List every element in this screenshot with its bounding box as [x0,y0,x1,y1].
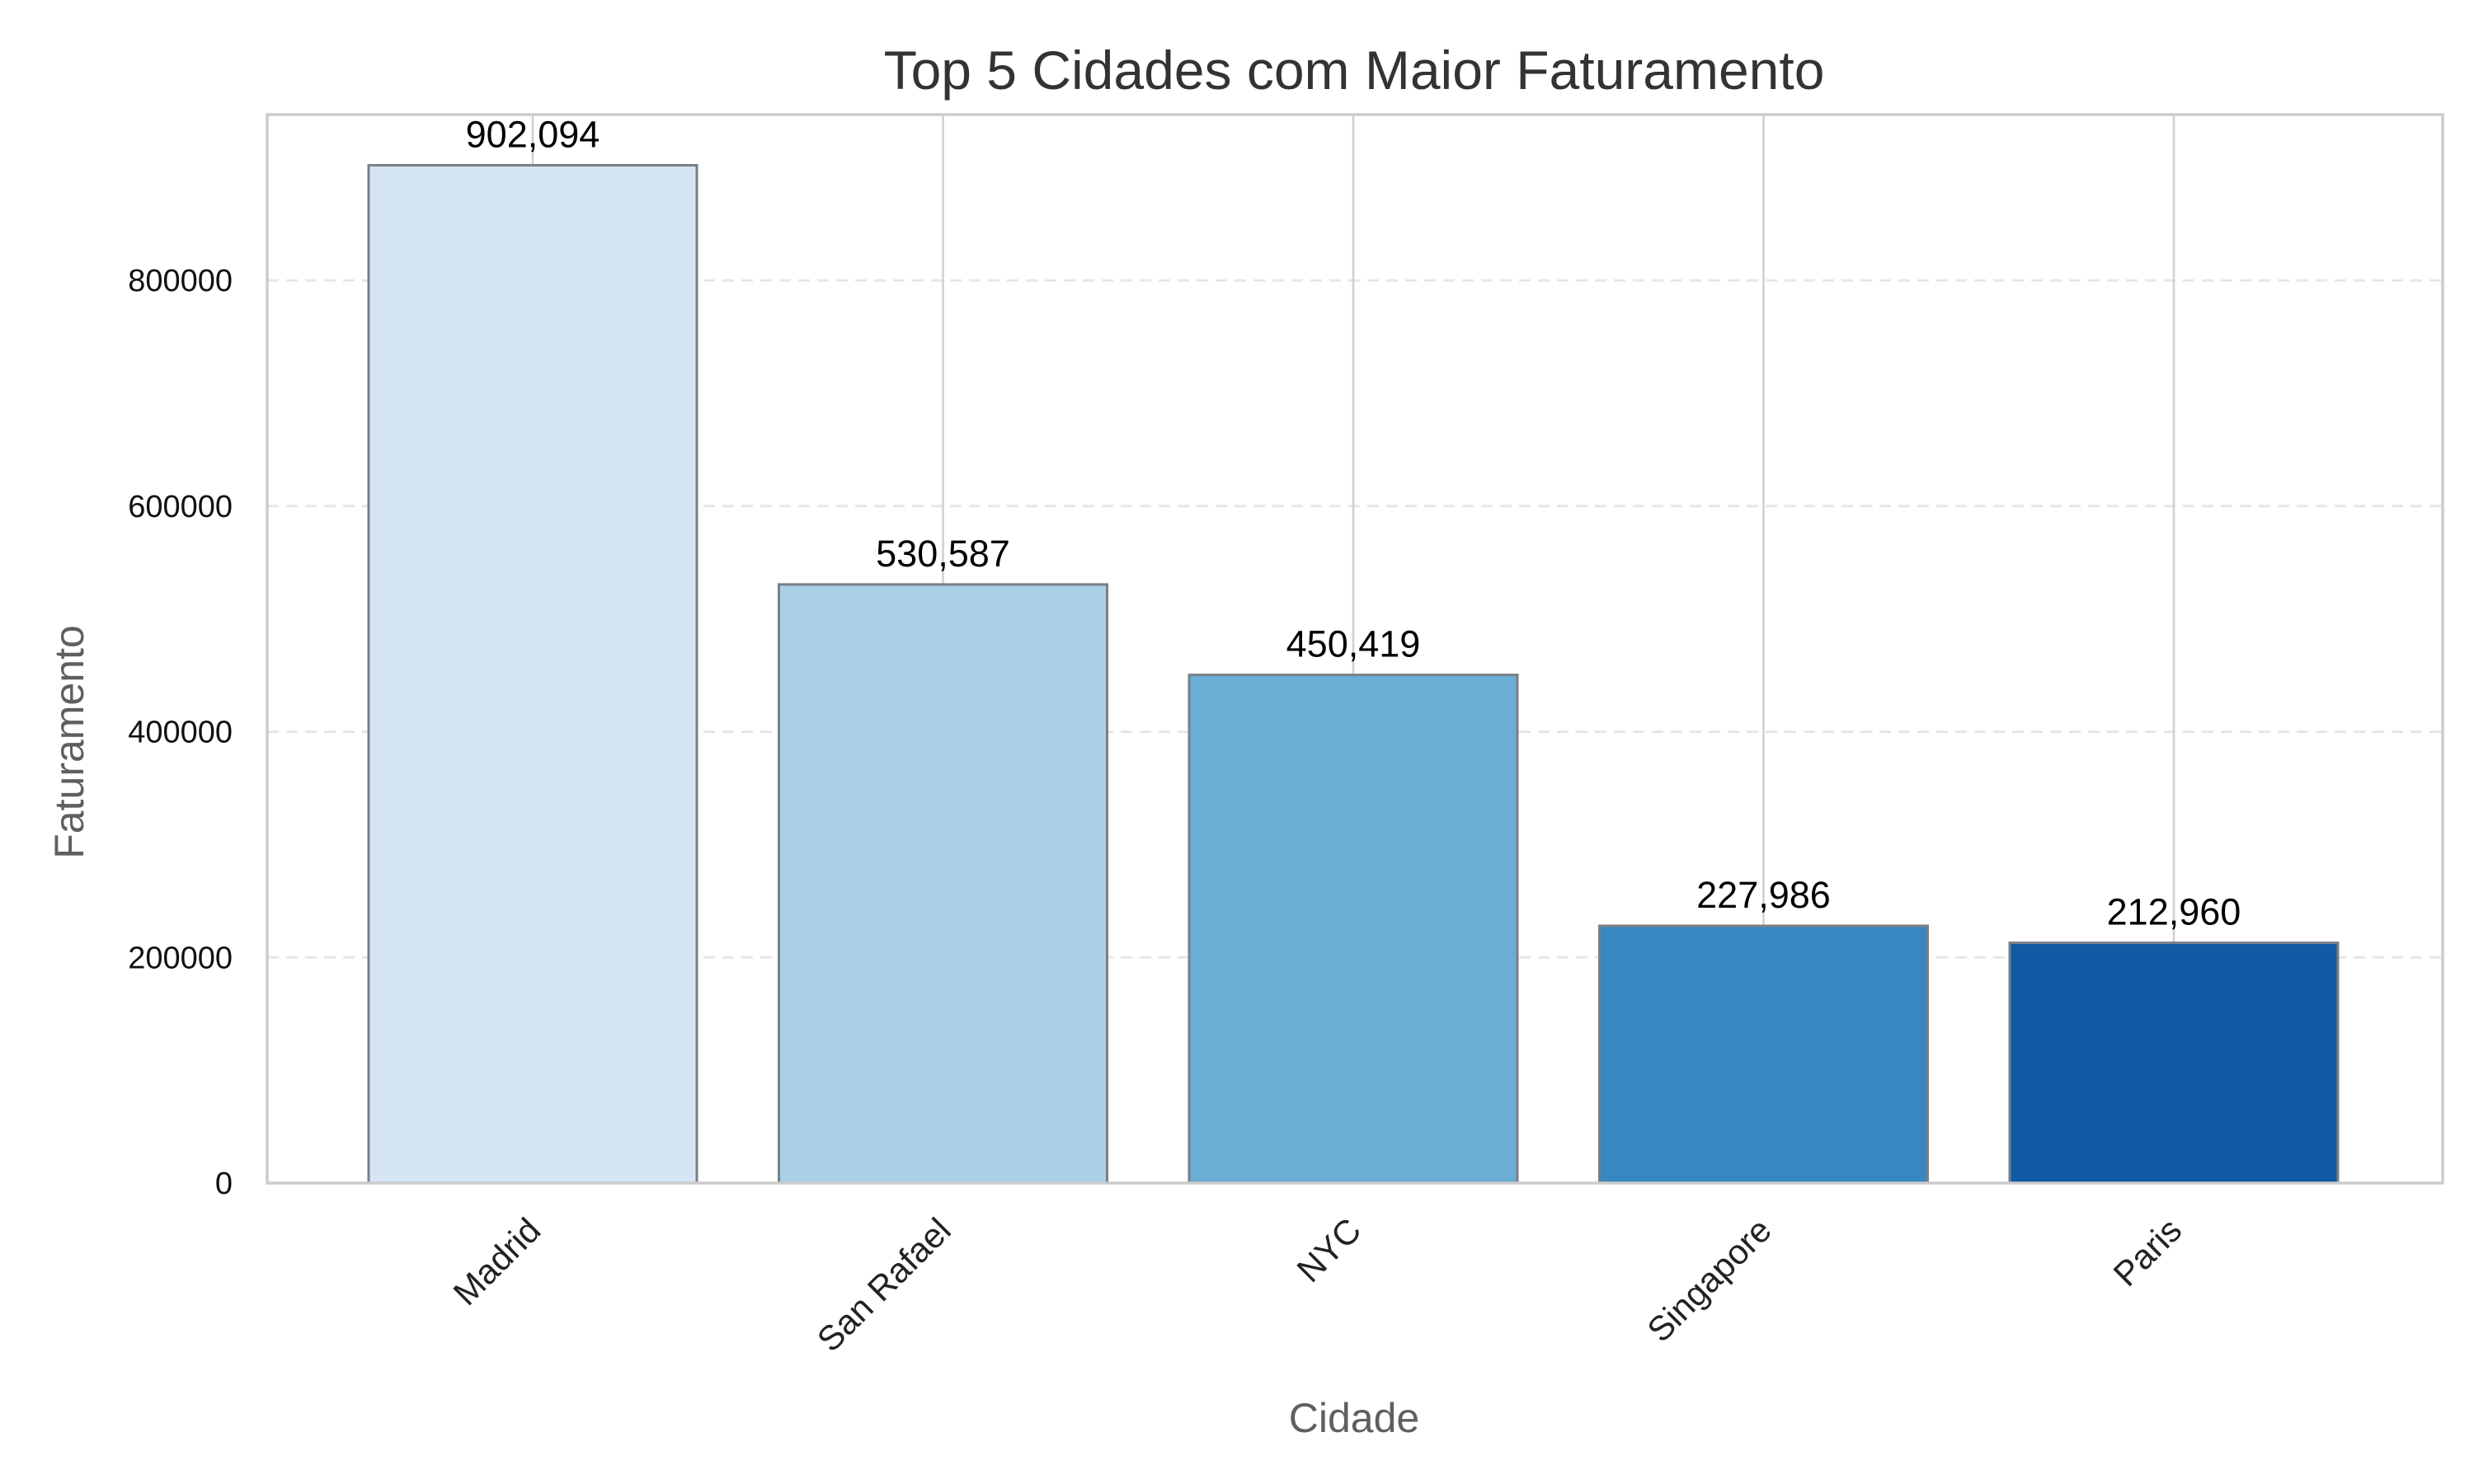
bar-nyc [1188,674,1519,1185]
bar-value-label: 902,094 [466,113,600,155]
x-tick-label: Singapore [1639,1210,1779,1350]
y-tick-label: 0 [215,1167,233,1201]
x-tick-label: San Rafael [810,1210,958,1359]
x-axis-label: Cidade [1289,1395,1419,1441]
y-axis-label: Faturamento [46,625,92,858]
x-tick-label: NYC [1289,1210,1368,1289]
plot-frame [266,113,2444,1185]
bar-value-label: 227,986 [1696,874,1831,916]
bar-madrid [367,163,698,1185]
y-tick-label: 400000 [128,716,233,750]
y-tick-label: 800000 [128,264,233,298]
bar-layer [367,163,2340,1185]
chart-title: Top 5 Cidades com Maior Faturamento [884,40,1825,101]
y-tick-label: 600000 [128,490,233,524]
bar-singapore [1598,924,1929,1185]
bar-paris [2008,942,2340,1185]
y-tick-label: 200000 [128,941,233,975]
bar-value-label: 212,960 [2107,891,2241,933]
bar-san-rafael [778,583,1108,1185]
x-tick-label: Madrid [445,1210,548,1313]
bar-value-label: 450,419 [1286,623,1421,665]
x-tick-label: Paris [2105,1210,2189,1294]
axes-frame [266,113,2444,1185]
bar-value-label: 530,587 [876,533,1010,575]
